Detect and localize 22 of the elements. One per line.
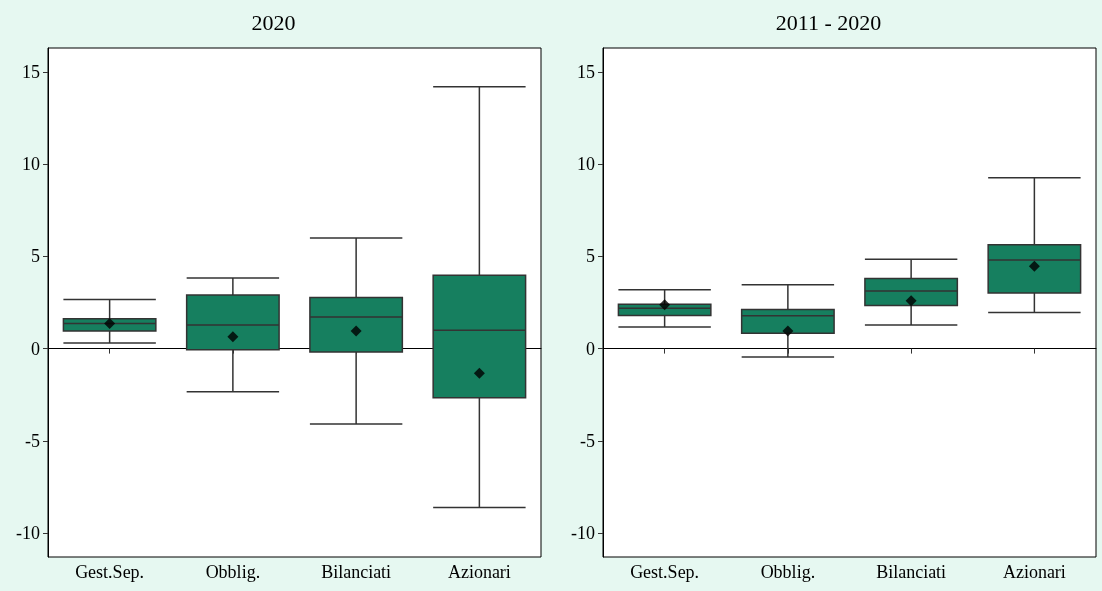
x-tick-label: Obblig. — [760, 562, 816, 582]
y-tick-label: -5 — [580, 430, 595, 451]
x-tick-label: Azionari — [447, 562, 511, 582]
x-tick-label: Obblig. — [205, 562, 261, 582]
y-tick-label: 0 — [586, 338, 595, 359]
x-tick-label: Gest.Sep. — [75, 562, 145, 582]
chart-title: 2020 — [251, 9, 296, 35]
chart-title: 2011 - 2020 — [775, 9, 882, 35]
x-tick-label: Gest.Sep. — [630, 562, 700, 582]
x-tick-label: Bilanciati — [876, 562, 947, 582]
y-tick-label: 10 — [577, 154, 595, 175]
y-tick-label: 15 — [22, 61, 40, 82]
y-tick-label: -5 — [25, 430, 40, 451]
y-tick-label: 5 — [31, 246, 40, 267]
x-tick-label: Bilanciati — [321, 562, 392, 582]
y-tick-label: -10 — [16, 523, 40, 544]
x-tick-label: Azionari — [1002, 562, 1066, 582]
y-tick-label: 5 — [586, 246, 595, 267]
y-tick-label: 0 — [31, 338, 40, 359]
y-tick-label: -10 — [571, 523, 595, 544]
y-tick-label: 15 — [577, 61, 595, 82]
y-tick-label: 10 — [22, 154, 40, 175]
